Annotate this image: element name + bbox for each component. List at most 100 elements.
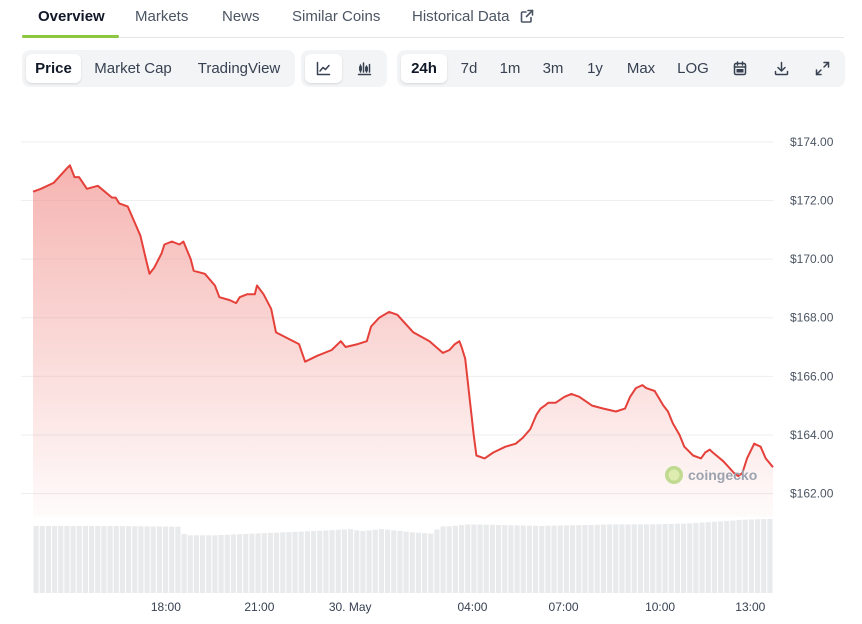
range-7d-button[interactable]: 7d	[460, 60, 478, 77]
price-button[interactable]: Price	[26, 54, 81, 83]
volume-bar	[422, 533, 428, 593]
volume-bar	[459, 525, 465, 593]
x-tick-label: 10:00	[645, 600, 675, 614]
fullscreen-button[interactable]	[804, 54, 840, 83]
volume-bar	[607, 524, 613, 593]
x-tick-label: 18:00	[151, 600, 181, 614]
volume-bar	[539, 525, 545, 593]
volume-bar	[761, 519, 767, 593]
volume-bar	[366, 530, 372, 593]
volume-bar	[132, 526, 138, 593]
volume-bar	[514, 525, 520, 593]
volume-bar	[496, 524, 502, 593]
volume-bar	[551, 525, 557, 593]
price-chart[interactable]: $174.00 $172.00 $170.00 $168.00 $166.00 $164.…	[0, 95, 862, 624]
volume-bar	[280, 532, 286, 593]
candlestick-button[interactable]	[346, 54, 383, 83]
range-max-button[interactable]: Max	[626, 60, 656, 77]
y-tick-label: $166.00	[790, 369, 834, 383]
volume-bar	[255, 533, 261, 593]
volume-bar	[249, 533, 255, 593]
market-cap-button[interactable]: Market Cap	[94, 60, 172, 77]
volume-bar	[323, 530, 329, 593]
volume-bar	[699, 522, 705, 593]
volume-bar	[181, 534, 187, 593]
chart-style-group	[301, 50, 387, 87]
volume-bar	[557, 525, 563, 593]
volume-bar	[329, 530, 335, 593]
price-area	[33, 165, 773, 518]
volume-bar	[674, 523, 680, 593]
volume-bar	[341, 529, 347, 593]
volume-bar	[483, 524, 489, 593]
x-tick-label: 07:00	[549, 600, 579, 614]
y-tick-label: $174.00	[790, 135, 834, 149]
price-line	[32, 164, 774, 477]
volume-bar	[409, 532, 415, 593]
range-24h-button[interactable]: 24h	[401, 54, 447, 83]
line-chart-button[interactable]	[305, 54, 342, 83]
volume-bar	[397, 531, 403, 593]
tab-markets[interactable]: Markets	[135, 8, 189, 25]
watermark-text: coingecko	[688, 467, 757, 483]
volume-bar	[175, 526, 181, 593]
tab-news[interactable]: News	[222, 8, 260, 25]
volume-bar	[70, 525, 76, 593]
volume-bar	[428, 533, 434, 593]
tab-overview[interactable]: Overview	[38, 8, 105, 25]
volume-bar	[169, 526, 175, 593]
volume-bar	[533, 525, 539, 593]
volume-bar	[150, 526, 156, 593]
volume-bar	[662, 524, 668, 593]
volume-bar	[502, 525, 508, 593]
volume-bar	[391, 530, 397, 593]
volume-bar	[156, 526, 162, 593]
volume-bar	[206, 535, 212, 593]
volume-bar	[520, 525, 526, 593]
x-axis: 18:00 21:00 30. May 04:00 07:00 10:00 13:00	[151, 600, 766, 614]
range-1m-button[interactable]: 1m	[499, 60, 521, 77]
download-icon	[774, 61, 788, 76]
volume-bar	[286, 532, 292, 593]
volume-bar	[637, 524, 643, 593]
volume-bar	[360, 531, 366, 593]
volume-bar	[119, 526, 125, 593]
volume-bar	[489, 524, 495, 593]
view-toggle-group: Price Market Cap TradingView	[22, 50, 295, 87]
volume-bar	[582, 524, 588, 593]
volume-bar	[243, 533, 249, 593]
volume-bar	[415, 532, 421, 593]
volume-bar	[89, 525, 95, 593]
volume-bars	[33, 518, 773, 593]
volume-bar	[656, 524, 662, 593]
volume-bar	[718, 521, 724, 593]
volume-bar	[212, 535, 218, 593]
volume-bar	[163, 526, 169, 593]
volume-bar	[767, 518, 773, 593]
volume-bar	[742, 519, 748, 593]
volume-bar	[440, 526, 446, 593]
volume-bar	[594, 524, 600, 593]
log-scale-button[interactable]: LOG	[677, 60, 709, 77]
y-tick-label: $170.00	[790, 252, 834, 266]
tab-similar-coins[interactable]: Similar Coins	[292, 8, 381, 25]
volume-bar	[526, 525, 532, 593]
volume-bar	[452, 525, 458, 593]
volume-bar	[230, 534, 236, 593]
date-range-button[interactable]	[722, 54, 758, 83]
tab-bar: Overview Markets News Similar Coins Hist…	[22, 0, 844, 38]
x-tick-label: 30. May	[329, 600, 372, 614]
tab-historical-data-label: Historical Data	[412, 8, 510, 25]
volume-bar	[748, 519, 754, 593]
volume-bar	[267, 532, 273, 593]
volume-bar	[187, 535, 193, 593]
volume-bar	[52, 525, 58, 593]
volume-bar	[193, 535, 199, 593]
range-3m-button[interactable]: 3m	[542, 60, 564, 77]
tradingview-button[interactable]: TradingView	[197, 60, 281, 77]
download-button[interactable]	[763, 54, 799, 83]
volume-bar	[126, 526, 132, 593]
fullscreen-icon	[815, 61, 829, 76]
range-1y-button[interactable]: 1y	[587, 60, 603, 77]
tab-historical-data[interactable]: Historical Data	[412, 8, 534, 25]
